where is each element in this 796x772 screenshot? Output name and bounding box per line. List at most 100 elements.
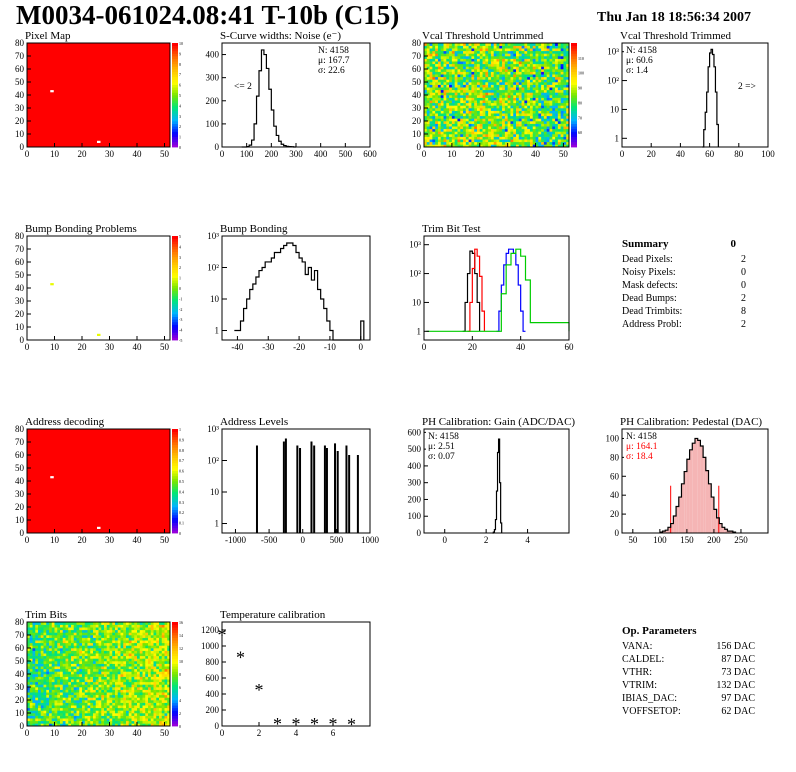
heatmap-cell <box>159 622 163 625</box>
heatmap-cell <box>557 136 561 140</box>
heatmap-cell <box>454 74 458 78</box>
heatmap-cell <box>159 681 163 685</box>
heatmap-cell <box>516 128 520 132</box>
heatmap-cell <box>476 87 481 91</box>
heatmap-cell <box>443 82 447 85</box>
heatmap-cell <box>73 640 77 644</box>
heatmap-cell <box>541 131 545 135</box>
heatmap-cell <box>488 115 492 119</box>
heatmap-cell <box>87 663 91 667</box>
heatmap-cell <box>471 84 475 88</box>
heatmap-cell <box>98 718 102 722</box>
heatmap-cell <box>128 663 132 667</box>
color-bar-segment <box>172 92 178 96</box>
heatmap-cell <box>153 707 157 711</box>
heatmap-cell <box>54 632 58 636</box>
heatmap-cell <box>79 707 83 711</box>
heatmap-cell <box>504 58 508 62</box>
heatmap-cell <box>502 71 506 75</box>
heatmap-cell <box>432 66 436 70</box>
heatmap-cell <box>499 95 503 98</box>
heatmap-cell <box>476 121 481 124</box>
heatmap-cell <box>134 635 138 638</box>
heatmap-cell <box>156 632 160 636</box>
heatmap-cell <box>148 720 152 724</box>
heatmap-cell <box>109 723 113 727</box>
heatmap-cell <box>479 45 483 49</box>
heatmap-cell <box>51 707 55 711</box>
heatmap-cell <box>93 645 97 649</box>
heatmap-cell <box>463 141 467 145</box>
heatmap-cell <box>137 645 141 649</box>
heatmap-cell <box>563 97 567 101</box>
heatmap-cell <box>449 95 453 98</box>
heatmap-cell <box>40 715 44 719</box>
heatmap-cell <box>134 679 138 683</box>
heatmap-cell <box>532 108 536 111</box>
heatmap-cell <box>443 89 447 93</box>
heatmap-cell <box>40 640 44 644</box>
heatmap-cell <box>482 97 486 101</box>
heatmap-cell <box>474 123 478 127</box>
color-bar-segment <box>571 76 577 80</box>
heatmap-cell <box>443 141 447 145</box>
heatmap-cell <box>29 713 33 716</box>
heatmap-cell <box>49 679 53 683</box>
heatmap-cell <box>488 113 492 117</box>
heatmap-cell <box>87 645 91 649</box>
heatmap-cell <box>538 113 542 117</box>
heatmap-cell <box>543 141 547 145</box>
heatmap-cell <box>93 661 97 664</box>
heatmap-cell <box>126 642 130 646</box>
heatmap-cell <box>543 66 547 70</box>
heatmap-cell <box>40 689 44 693</box>
y-tick-label: 70 <box>15 630 25 640</box>
heatmap-cell <box>476 48 481 52</box>
heatmap-cell <box>126 648 130 651</box>
heatmap-cell <box>513 89 517 93</box>
heatmap-cell <box>518 108 522 111</box>
heatmap-cell <box>159 648 163 651</box>
heatmap-cell <box>474 115 478 119</box>
heatmap-cell <box>437 87 442 91</box>
heatmap-cell <box>443 105 447 109</box>
heatmap-cell <box>76 702 80 706</box>
heatmap-cell <box>465 92 469 96</box>
heatmap-cell <box>112 666 116 670</box>
heatmap-cell <box>93 640 97 644</box>
heatmap-cell <box>535 76 539 80</box>
heatmap-cell <box>106 640 110 644</box>
heatmap-cell <box>84 679 88 683</box>
heatmap-cell <box>446 79 450 83</box>
heatmap-cell <box>73 676 77 680</box>
heatmap-cell <box>167 637 171 641</box>
heatmap-cell <box>446 56 450 59</box>
heatmap-cell <box>54 681 58 685</box>
heatmap-cell <box>532 50 536 54</box>
heatmap-cell <box>449 61 453 65</box>
stats-line: N: 4158 <box>626 432 657 442</box>
heatmap-cell <box>435 63 439 67</box>
heatmap-cell <box>502 69 506 72</box>
heatmap-cell <box>62 689 66 693</box>
heatmap-cell <box>549 95 553 98</box>
heatmap-cell <box>82 624 86 628</box>
heatmap-cell <box>156 674 160 677</box>
heatmap-cell <box>93 697 97 701</box>
heatmap-cell <box>115 640 119 644</box>
heatmap-cell <box>502 56 506 59</box>
color-bar-segment <box>172 236 178 239</box>
heatmap-cell <box>521 136 525 140</box>
heatmap-cell <box>521 89 525 93</box>
heatmap-cell <box>117 648 121 651</box>
heatmap-cell <box>424 82 428 85</box>
heatmap-cell <box>49 632 53 636</box>
heatmap-cell <box>76 627 80 631</box>
heatmap-cell <box>131 694 135 698</box>
heatmap-cell <box>516 97 520 101</box>
heatmap-cell <box>546 118 550 122</box>
heatmap-cell <box>40 694 44 698</box>
heatmap-cell <box>541 89 545 93</box>
heatmap-cell <box>432 69 436 72</box>
heatmap-cell <box>446 118 450 122</box>
